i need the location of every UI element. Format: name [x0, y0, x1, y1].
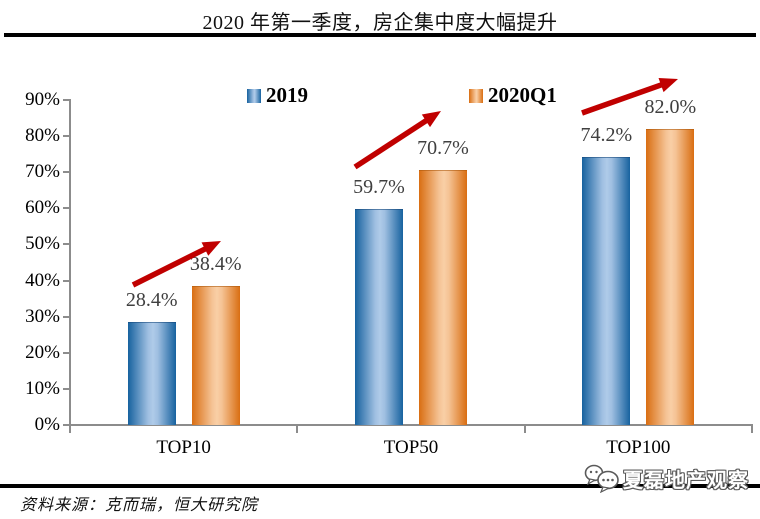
bar-2019-top100 — [582, 157, 631, 425]
value-label-2019-top100: 74.2% — [580, 124, 633, 147]
value-label-2019-top10: 28.4% — [125, 289, 178, 312]
y-axis-tick-mark — [63, 424, 70, 426]
bar-2020Q1-top10 — [191, 286, 240, 425]
legend-label-2019: 2019 — [266, 83, 308, 107]
y-axis-tick-mark — [63, 171, 70, 174]
y-axis-tick-label: 60% — [25, 197, 60, 219]
category-label-top50: TOP50 — [383, 437, 439, 458]
x-axis-tick-mark — [69, 426, 71, 433]
legend-item-2019: 2019 — [247, 83, 308, 108]
bar-2020Q1-top50 — [419, 169, 467, 425]
y-axis-tick-mark — [63, 351, 70, 354]
y-axis-tick-label: 50% — [25, 233, 60, 255]
y-axis-tick-mark — [63, 243, 70, 246]
source-note: 资料来源：克而瑞，恒大研究院 — [20, 497, 259, 514]
legend-label-2020q1: 2020Q1 — [488, 83, 557, 107]
x-axis-tick-mark — [751, 426, 753, 433]
bar-2019-top10 — [127, 322, 176, 425]
bar-2020Q1-top100 — [646, 128, 695, 425]
trend-arrow-head-3 — [658, 77, 678, 93]
legend-swatch-2020q1 — [469, 88, 483, 103]
legend-swatch-2019 — [247, 88, 261, 103]
y-axis-tick-label: 90% — [25, 89, 60, 110]
bar-2019-top50 — [355, 209, 403, 425]
y-axis-tick-label: 0% — [34, 414, 60, 435]
legend-item-2020q1: 2020Q1 — [469, 83, 557, 108]
y-axis-line — [69, 99, 71, 426]
bottom-divider — [0, 484, 760, 488]
watermark-badge: 夏磊地产观察 — [584, 463, 749, 493]
y-axis-tick-mark — [63, 135, 70, 138]
chart-title: 2020 年第一季度，房企集中度大幅提升 — [202, 12, 558, 34]
y-axis-tick-label: 40% — [25, 269, 60, 291]
trend-arrow-head-2 — [421, 111, 441, 128]
value-label-2020Q1-top10: 38.4% — [189, 253, 242, 276]
x-axis-line — [69, 424, 753, 426]
value-label-2019-top50: 59.7% — [353, 176, 405, 199]
top-divider — [4, 33, 756, 37]
y-axis-tick-label: 20% — [25, 341, 60, 363]
y-axis-tick-mark — [63, 99, 70, 101]
y-axis-tick-mark — [63, 387, 70, 390]
category-label-top100: TOP100 — [606, 437, 671, 458]
x-axis-tick-mark — [523, 426, 526, 433]
y-axis-tick-mark — [63, 315, 70, 318]
category-label-top10: TOP10 — [156, 437, 211, 458]
x-axis-tick-mark — [296, 426, 299, 433]
y-axis-tick-label: 30% — [25, 305, 60, 327]
y-axis-tick-label: 80% — [25, 125, 60, 147]
value-label-2020Q1-top100: 82.0% — [644, 95, 697, 118]
y-axis-tick-label: 70% — [25, 161, 60, 183]
y-axis-tick-mark — [63, 279, 70, 282]
value-label-2020Q1-top50: 70.7% — [417, 136, 469, 159]
y-axis-tick-label: 10% — [25, 377, 60, 399]
watermark-label: 夏磊地产观察 — [623, 469, 749, 492]
y-axis-tick-mark — [63, 207, 70, 210]
chat-bubbles-icon — [584, 464, 619, 493]
